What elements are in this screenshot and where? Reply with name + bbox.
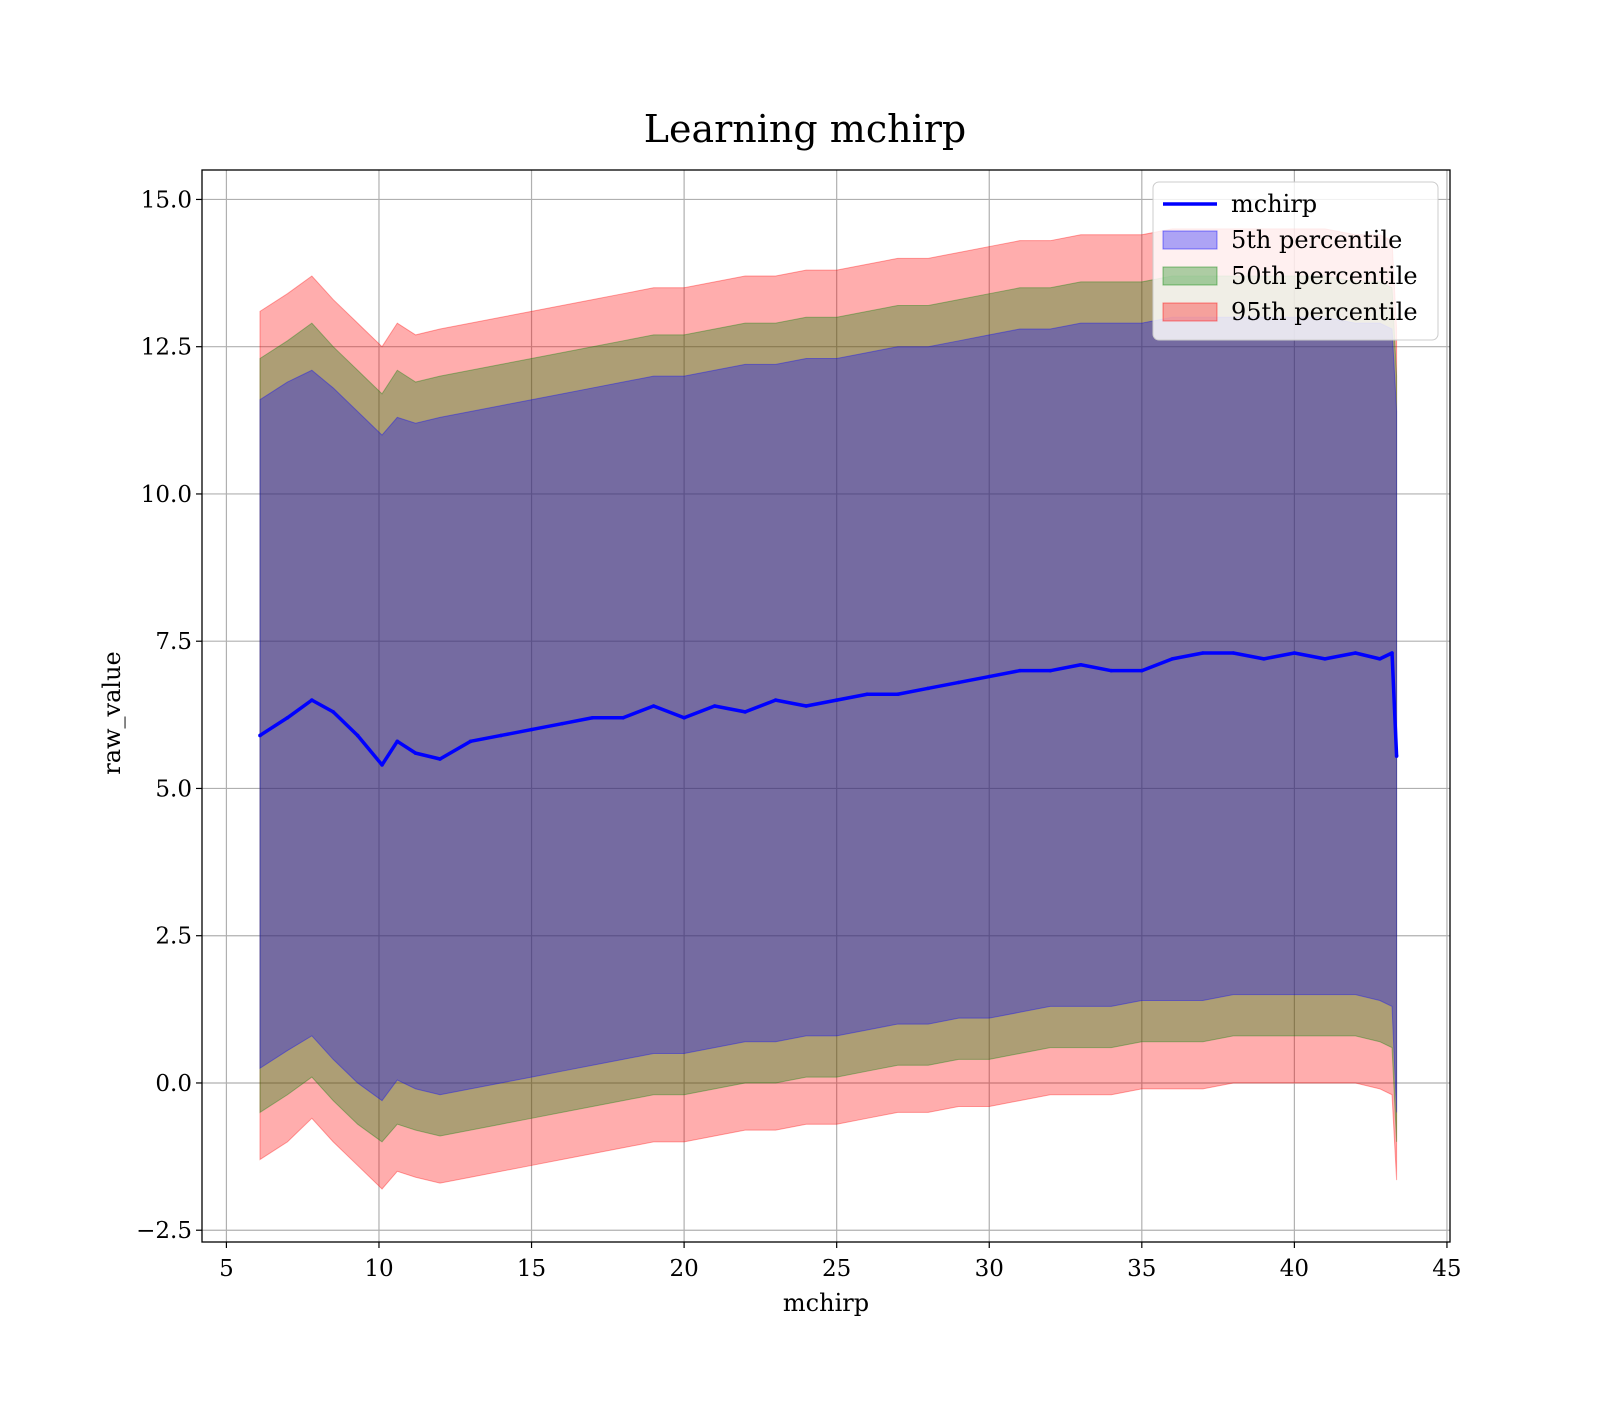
series-point-mchirp <box>413 751 418 755</box>
y-axis-label: raw_value <box>98 651 126 775</box>
plot-frame <box>201 169 1451 1243</box>
chart-title: Learning mchirp <box>644 107 966 151</box>
y-tick-label: 10.0 <box>141 482 192 508</box>
series-point-mchirp <box>1394 754 1399 758</box>
y-tick-label: 2.5 <box>155 924 192 950</box>
series-point-mchirp <box>1048 668 1053 673</box>
series-point-mchirp <box>1378 657 1382 661</box>
series-point-mchirp <box>1353 651 1358 655</box>
series-point-mchirp <box>743 710 747 714</box>
series-point-mchirp <box>1292 651 1297 655</box>
legend-swatch-5th-percentile <box>1162 230 1218 250</box>
x-tick-label: 10 <box>364 1256 393 1282</box>
series-point-mchirp <box>621 715 625 720</box>
legend-label-95th-percentile: 95th percentile <box>1231 298 1418 326</box>
series-point-mchirp <box>355 733 360 738</box>
legend-label-mchirp: mchirp <box>1231 190 1317 218</box>
series-point-mchirp <box>1390 651 1394 655</box>
series-point-mchirp <box>956 680 961 685</box>
series-point-mchirp <box>285 715 290 720</box>
series-point-mchirp <box>438 757 442 761</box>
series-point-mchirp <box>1109 668 1114 673</box>
legend: mchirp 5th percentile 50th percentile 95th … <box>1152 181 1439 341</box>
series-point-mchirp <box>712 704 717 708</box>
x-axis-label: mchirp <box>783 1289 869 1317</box>
y-tick-label: −2.5 <box>136 1218 192 1244</box>
series-point-mchirp <box>499 733 503 738</box>
x-tick-label: 35 <box>1127 1256 1156 1282</box>
legend-swatch-50th-percentile <box>1162 266 1218 286</box>
band-50th-percentile <box>259 275 1398 1143</box>
grid <box>202 170 1450 1242</box>
series-point-mchirp <box>804 704 808 708</box>
series-point-mchirp <box>651 704 656 708</box>
x-tick-label: 25 <box>822 1256 851 1282</box>
series-point-mchirp <box>682 715 686 720</box>
y-tick-label: 15.0 <box>141 187 192 213</box>
legend-label-5th-percentile: 5th percentile <box>1231 226 1402 254</box>
y-tick-label: 0.0 <box>155 1071 192 1097</box>
series-point-mchirp <box>258 733 262 738</box>
x-tick-label: 40 <box>1280 1256 1309 1282</box>
series-point-mchirp <box>1170 657 1175 661</box>
x-tick-label: 30 <box>975 1256 1004 1282</box>
x-tick-label: 5 <box>219 1256 234 1282</box>
x-tick-label: 20 <box>669 1256 698 1282</box>
y-tick-label: 12.5 <box>141 335 192 361</box>
series-point-mchirp <box>865 692 869 697</box>
axis-ticks: 5 10 15 20 25 30 35 40 45 −2.5 0.0 2.5 5.0 7.5 10.0 12.… <box>136 187 1461 1282</box>
series-point-mchirp <box>1078 662 1083 667</box>
y-tick-label: 7.5 <box>155 629 192 655</box>
series-point-mchirp <box>1262 657 1266 661</box>
mchirp-line-layer <box>258 651 1399 767</box>
band-95th-percentile <box>259 228 1398 1190</box>
series-point-mchirp <box>1201 651 1205 655</box>
series-point-mchirp <box>331 710 336 714</box>
series-point-mchirp <box>834 698 839 702</box>
legend-swatch-95th-percentile <box>1162 302 1218 322</box>
series-point-mchirp <box>310 698 314 702</box>
x-tick-label: 15 <box>517 1256 546 1282</box>
series-point-mchirp <box>468 739 473 744</box>
series-point-mchirp <box>529 727 534 732</box>
percentile-bands <box>259 228 1398 1190</box>
series-point-mchirp <box>926 686 931 691</box>
series-point-mchirp <box>590 715 595 720</box>
series-point-mchirp <box>1017 668 1022 673</box>
series-point-mchirp <box>987 674 992 679</box>
series-point-mchirp <box>1231 651 1236 655</box>
y-tick-label: 5.0 <box>155 776 192 802</box>
series-point-mchirp <box>380 763 384 767</box>
series-line-mchirp <box>259 651 1399 767</box>
legend-label-50th-percentile: 50th percentile <box>1231 262 1418 290</box>
series-point-mchirp <box>1140 668 1144 673</box>
x-tick-label: 45 <box>1432 1256 1461 1282</box>
legend-box <box>1152 181 1439 341</box>
series-point-mchirp <box>773 698 778 702</box>
series-point-mchirp <box>560 721 564 726</box>
series-point-mchirp <box>395 739 400 744</box>
band-5th-percentile <box>259 316 1398 1113</box>
series-point-mchirp <box>1323 657 1327 661</box>
series-point-mchirp <box>895 692 900 697</box>
